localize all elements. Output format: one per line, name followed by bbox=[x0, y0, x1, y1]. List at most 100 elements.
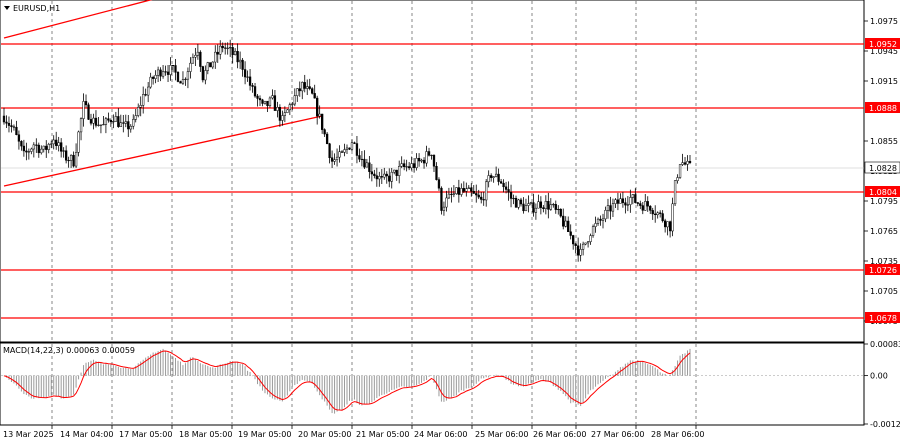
candle-body bbox=[313, 93, 316, 99]
candle-body bbox=[586, 241, 590, 244]
candle-body bbox=[306, 86, 309, 89]
candle-body bbox=[485, 181, 488, 201]
candle-body bbox=[268, 97, 272, 106]
candle-body bbox=[452, 193, 456, 195]
chevron-down-icon[interactable] bbox=[4, 6, 10, 10]
candle-body bbox=[286, 109, 289, 113]
candle-body bbox=[37, 144, 40, 154]
macd-panel-frame bbox=[0, 342, 865, 426]
candle-body bbox=[425, 151, 428, 164]
candle-body bbox=[122, 122, 125, 124]
candle-body bbox=[420, 159, 423, 162]
candle-body bbox=[599, 218, 602, 221]
candle-body bbox=[407, 166, 411, 169]
candle-body bbox=[494, 173, 498, 177]
candle-body bbox=[646, 201, 649, 207]
candle-body bbox=[211, 61, 214, 68]
candle-body bbox=[470, 187, 473, 192]
candle-body bbox=[410, 163, 413, 169]
candle-body bbox=[490, 175, 493, 178]
candle-body bbox=[318, 113, 321, 117]
candle-body bbox=[659, 212, 662, 214]
candle-body bbox=[552, 204, 555, 206]
candle-body bbox=[678, 164, 682, 178]
candle-body bbox=[445, 197, 448, 208]
price-tick-label: 1.0975 bbox=[870, 17, 898, 26]
candle-body bbox=[231, 47, 234, 55]
level-label: 1.0726 bbox=[869, 266, 897, 275]
candle-body bbox=[673, 180, 677, 205]
candle-body bbox=[201, 66, 204, 81]
candle-body bbox=[549, 204, 552, 210]
candle-body bbox=[291, 103, 294, 105]
time-tick-label: 17 Mar 05:00 bbox=[119, 430, 172, 439]
time-tick-label: 25 Mar 06:00 bbox=[475, 430, 528, 439]
candle-body bbox=[666, 221, 669, 228]
candle-body bbox=[298, 88, 301, 92]
candle-body bbox=[266, 100, 269, 106]
candle-body bbox=[519, 199, 523, 205]
candle-body bbox=[601, 218, 605, 221]
candle-body bbox=[137, 107, 140, 116]
macd-tick-label: 0.00083 bbox=[870, 340, 900, 349]
candle-body bbox=[651, 210, 654, 215]
candle-body bbox=[30, 148, 33, 152]
price-tick-label: 1.0735 bbox=[870, 257, 898, 266]
candle-body bbox=[151, 76, 155, 79]
candle-body bbox=[199, 51, 202, 67]
candle-body bbox=[47, 144, 50, 150]
candle-body bbox=[335, 156, 339, 160]
level-label: 1.0804 bbox=[869, 188, 897, 197]
candle-body bbox=[256, 95, 259, 99]
candle-body bbox=[159, 69, 162, 77]
candle-body bbox=[127, 121, 130, 130]
candle-body bbox=[179, 81, 182, 84]
candle-body bbox=[82, 101, 85, 119]
candle-body bbox=[343, 149, 346, 153]
candle-body bbox=[263, 100, 267, 104]
candle-body bbox=[567, 220, 570, 233]
candle-body bbox=[248, 76, 252, 86]
candle-body bbox=[2, 115, 6, 123]
candle-body bbox=[668, 221, 672, 232]
candle-body bbox=[22, 145, 26, 152]
candle-body bbox=[60, 142, 63, 152]
candle-body bbox=[189, 62, 192, 72]
candle-body bbox=[621, 198, 625, 203]
time-tick-label: 24 Mar 06:00 bbox=[414, 430, 467, 439]
candle-body bbox=[333, 159, 336, 162]
candle-body bbox=[671, 203, 674, 232]
candle-body bbox=[415, 157, 418, 168]
candle-body bbox=[380, 176, 383, 178]
candle-body bbox=[67, 159, 70, 162]
candle-body bbox=[169, 65, 172, 75]
candle-body bbox=[686, 160, 689, 165]
price-tick-label: 1.0705 bbox=[870, 287, 898, 296]
current-price-label: 1.0828 bbox=[869, 164, 897, 173]
candle-body bbox=[15, 126, 18, 136]
candle-body bbox=[624, 202, 627, 206]
macd-title: MACD(14,22,3) 0.00063 0.00059 bbox=[3, 346, 135, 355]
candle-body bbox=[475, 193, 478, 196]
candle-body bbox=[112, 121, 115, 123]
trendline bbox=[3, 115, 323, 187]
candle-body bbox=[72, 154, 75, 167]
candle-body bbox=[676, 177, 679, 181]
candle-body bbox=[251, 85, 254, 87]
candle-body bbox=[97, 124, 100, 126]
candle-body bbox=[616, 199, 620, 204]
candle-body bbox=[564, 220, 567, 227]
level-badge bbox=[865, 102, 900, 113]
candle-body bbox=[497, 173, 500, 182]
candle-body bbox=[186, 71, 190, 80]
candle-body bbox=[358, 155, 361, 160]
candle-body bbox=[577, 245, 580, 256]
candle-body bbox=[504, 186, 508, 190]
chart-title: EURUSD,H1 bbox=[13, 4, 60, 13]
candle-body bbox=[644, 201, 647, 211]
candle-body bbox=[209, 62, 212, 68]
symbol-dropdown[interactable]: EURUSD,H1 bbox=[4, 4, 60, 13]
candle-body bbox=[383, 173, 386, 178]
candle-body bbox=[194, 54, 197, 58]
candle-body bbox=[562, 215, 565, 227]
